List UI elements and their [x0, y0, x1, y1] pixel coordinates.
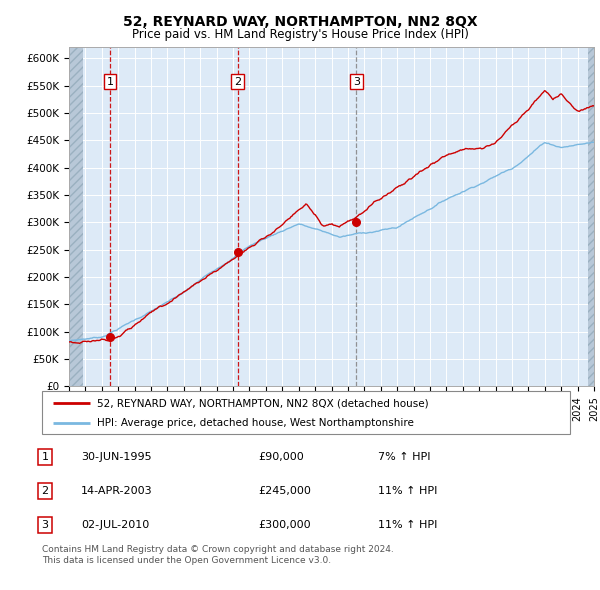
Text: 52, REYNARD WAY, NORTHAMPTON, NN2 8QX: 52, REYNARD WAY, NORTHAMPTON, NN2 8QX: [122, 15, 478, 29]
Text: 3: 3: [353, 77, 360, 87]
Text: Contains HM Land Registry data © Crown copyright and database right 2024.
This d: Contains HM Land Registry data © Crown c…: [42, 545, 394, 565]
Text: 52, REYNARD WAY, NORTHAMPTON, NN2 8QX (detached house): 52, REYNARD WAY, NORTHAMPTON, NN2 8QX (d…: [97, 398, 429, 408]
Text: HPI: Average price, detached house, West Northamptonshire: HPI: Average price, detached house, West…: [97, 418, 415, 428]
Text: 14-APR-2003: 14-APR-2003: [81, 486, 152, 496]
Text: 1: 1: [107, 77, 113, 87]
Bar: [69, 47, 83, 386]
FancyBboxPatch shape: [42, 391, 570, 434]
Text: 7% ↑ HPI: 7% ↑ HPI: [378, 452, 431, 461]
Text: 2: 2: [234, 77, 241, 87]
Text: 30-JUN-1995: 30-JUN-1995: [81, 452, 152, 461]
Text: 02-JUL-2010: 02-JUL-2010: [81, 520, 149, 530]
Text: £300,000: £300,000: [258, 520, 311, 530]
Text: 2: 2: [41, 486, 49, 496]
Text: 11% ↑ HPI: 11% ↑ HPI: [378, 486, 437, 496]
Text: £245,000: £245,000: [258, 486, 311, 496]
Text: 3: 3: [41, 520, 49, 530]
Text: Price paid vs. HM Land Registry's House Price Index (HPI): Price paid vs. HM Land Registry's House …: [131, 28, 469, 41]
Text: 1: 1: [41, 452, 49, 461]
Text: £90,000: £90,000: [258, 452, 304, 461]
Text: 11% ↑ HPI: 11% ↑ HPI: [378, 520, 437, 530]
Bar: [588, 47, 596, 386]
